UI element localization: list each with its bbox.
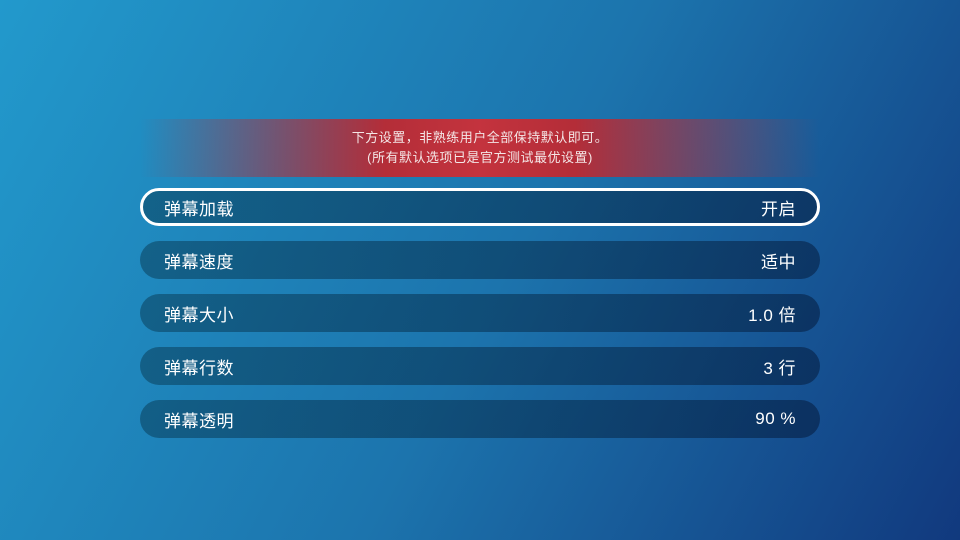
setting-value: 1.0 倍 — [748, 305, 796, 325]
settings-panel: 下方设置，非熟练用户全部保持默认即可。 (所有默认选项已是官方测试最优设置) 弹… — [140, 119, 820, 453]
setting-row-danmaku-lines[interactable]: 弹幕行数 3 行 — [140, 347, 820, 385]
notice-line-1: 下方设置，非熟练用户全部保持默认即可。 — [351, 130, 609, 145]
notice-line-2: (所有默认选项已是官方测试最优设置) — [367, 150, 593, 165]
setting-row-danmaku-size[interactable]: 弹幕大小 1.0 倍 — [140, 294, 820, 332]
setting-value: 适中 — [761, 252, 796, 272]
setting-label: 弹幕大小 — [164, 305, 234, 325]
setting-row-danmaku-opacity[interactable]: 弹幕透明 90 % — [140, 400, 820, 438]
setting-value: 开启 — [761, 199, 796, 219]
setting-label: 弹幕行数 — [164, 358, 234, 378]
setting-label: 弹幕透明 — [164, 411, 234, 431]
notice-banner: 下方设置，非熟练用户全部保持默认即可。 (所有默认选项已是官方测试最优设置) — [140, 119, 820, 177]
setting-label: 弹幕加载 — [164, 199, 234, 219]
setting-label: 弹幕速度 — [164, 252, 234, 272]
setting-row-danmaku-load[interactable]: 弹幕加载 开启 — [140, 188, 820, 226]
setting-row-danmaku-speed[interactable]: 弹幕速度 适中 — [140, 241, 820, 279]
setting-value: 90 % — [755, 409, 796, 428]
setting-value: 3 行 — [763, 358, 796, 378]
